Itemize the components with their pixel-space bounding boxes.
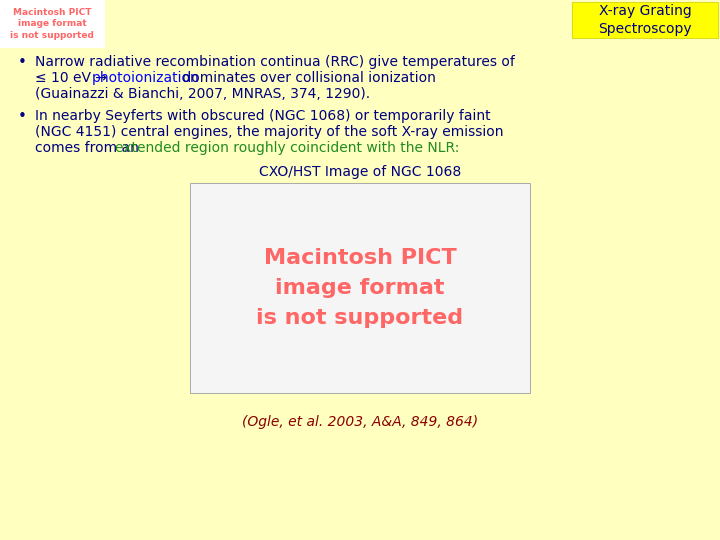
Text: (Ogle, et al. 2003, A&A, 849, 864): (Ogle, et al. 2003, A&A, 849, 864): [242, 415, 478, 429]
Text: X-ray Grating
Spectroscopy: X-ray Grating Spectroscopy: [598, 4, 692, 36]
Text: extended region roughly coincident with the NLR:: extended region roughly coincident with …: [114, 141, 459, 155]
Text: In nearby Seyferts with obscured (NGC 1068) or temporarily faint: In nearby Seyferts with obscured (NGC 10…: [35, 109, 490, 123]
Text: •: •: [18, 109, 27, 124]
Text: Narrow radiative recombination continua (RRC) give temperatures of: Narrow radiative recombination continua …: [35, 55, 515, 69]
Text: dominates over collisional ionization: dominates over collisional ionization: [178, 71, 436, 85]
Text: photoionization: photoionization: [92, 71, 199, 85]
Text: CXO/HST Image of NGC 1068: CXO/HST Image of NGC 1068: [259, 165, 461, 179]
FancyBboxPatch shape: [0, 0, 105, 48]
Text: •: •: [18, 55, 27, 70]
FancyBboxPatch shape: [572, 2, 718, 38]
Text: ≤ 10 eV →: ≤ 10 eV →: [35, 71, 112, 85]
Text: (NGC 4151) central engines, the majority of the soft X-ray emission: (NGC 4151) central engines, the majority…: [35, 125, 503, 139]
Text: Macintosh PICT
image format
is not supported: Macintosh PICT image format is not suppo…: [10, 8, 94, 40]
Text: comes from an: comes from an: [35, 141, 143, 155]
FancyBboxPatch shape: [190, 183, 530, 393]
Text: Macintosh PICT
image format
is not supported: Macintosh PICT image format is not suppo…: [256, 248, 464, 328]
Text: (Guainazzi & Bianchi, 2007, MNRAS, 374, 1290).: (Guainazzi & Bianchi, 2007, MNRAS, 374, …: [35, 87, 370, 101]
